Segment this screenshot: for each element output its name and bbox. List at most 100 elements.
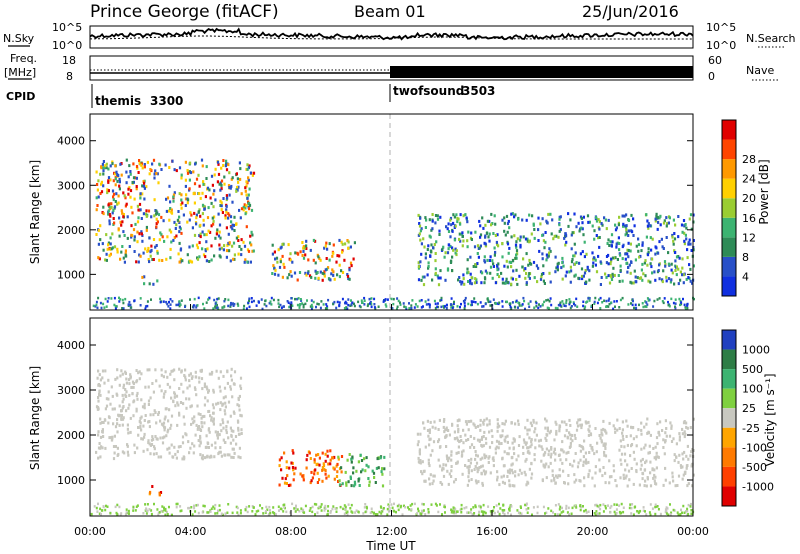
vel-cells-cell: [643, 425, 646, 429]
vel-cells-cell: [604, 442, 607, 446]
vel-cells-cell: [381, 484, 385, 488]
power-cells-cell: [667, 262, 670, 266]
vel-cells-cell: [640, 463, 643, 467]
vel-cells-cell: [167, 419, 170, 423]
power-cells-near-range-cell: [658, 297, 661, 300]
vel-cells-near-range-cell: [163, 506, 165, 509]
vel-cells-cell: [165, 434, 168, 438]
power-cells-cell: [328, 258, 331, 262]
vel-cells-cell: [584, 451, 587, 455]
vel-cells-near-range-cell: [212, 505, 215, 508]
vel-cells-near-range-cell: [682, 504, 685, 508]
power-cells-cell: [111, 246, 114, 250]
power-cells-near-range-cell: [680, 302, 683, 306]
power-cells-near-range-cell: [216, 306, 219, 309]
power-cells-cell: [678, 256, 681, 260]
power-cells-cell: [210, 244, 213, 248]
power-cells-cell: [486, 271, 489, 275]
power-cells-cell: [445, 225, 448, 229]
vel-cells-cell: [563, 481, 566, 484]
vel-cells-cell: [166, 382, 169, 386]
vel-cells-cell: [215, 369, 218, 373]
vel-cells-near-range-cell: [669, 513, 672, 516]
power-cells-cell: [245, 184, 248, 188]
power-cells-cell: [99, 192, 102, 195]
power-cells-cell: [421, 275, 424, 279]
vel-cells-cell: [428, 464, 431, 468]
power-cells-cell: [97, 179, 100, 183]
vel-cells-near-range-cell: [532, 506, 535, 509]
vel-cells-cell: [524, 442, 527, 446]
power-cells-near-range-cell: [615, 300, 618, 303]
vel-cells-near-range-cell: [257, 509, 260, 513]
vel-cells-cell: [691, 448, 694, 451]
vel-cells-cell: [478, 439, 481, 443]
vel-cells-near-range-cell: [664, 510, 667, 514]
power-cells-cell: [113, 245, 117, 249]
vel-cells-cell: [447, 429, 450, 432]
power-cells-cell: [611, 240, 614, 244]
power-cells-cell: [682, 281, 685, 285]
power-cells-near-range-cell: [556, 307, 559, 310]
vel-cells-cell: [291, 449, 294, 453]
vel-cells-near-range-cell: [498, 502, 500, 506]
power-cells-near-range-cell: [193, 297, 196, 301]
power-cells-cell: [118, 234, 121, 238]
power-cells-near-range-cell: [96, 306, 99, 310]
vel-cells-cell: [569, 462, 572, 466]
vel-cells-near-range-cell: [191, 513, 194, 516]
vel-cells-cell: [278, 464, 281, 468]
vel-cells-near-range-cell: [517, 511, 520, 514]
power-cells-cell: [670, 268, 673, 272]
vel-cells-cell: [456, 436, 459, 440]
vel-cells-near-range-cell: [495, 504, 498, 507]
power-cells-cell: [177, 252, 180, 256]
power-cells-cell: [204, 249, 207, 253]
power-cells-cell: [122, 215, 125, 219]
power-cells-near-range-cell: [436, 305, 439, 309]
power-cells-cell: [672, 242, 675, 246]
power-cells-cell: [220, 183, 223, 187]
vel-cells-cell: [214, 441, 217, 445]
power-cells-near-range-cell: [554, 306, 557, 310]
power-cells-cell: [227, 212, 230, 216]
power-cells-near-range-cell: [265, 304, 268, 308]
power-cells-cell: [181, 201, 184, 205]
power-cells-near-range-cell: [344, 300, 347, 304]
nsky-label: N.Sky: [3, 32, 35, 45]
power-cells-cell: [238, 208, 241, 212]
power-cells-cell: [296, 278, 299, 282]
power-cells-cell: [281, 275, 284, 279]
vel-cells-cell: [473, 436, 476, 440]
power-cells-cell: [501, 281, 504, 285]
power-cells-cell: [214, 198, 217, 202]
power-cells-cell: [624, 257, 627, 261]
vel-cells-near-range-cell: [559, 505, 562, 509]
vel-cells-cell: [120, 409, 123, 413]
power-colorbar-tick: 4: [742, 270, 749, 283]
power-cells-cell: [235, 189, 238, 193]
power-cells-near-range-cell: [242, 307, 245, 311]
colorbar-segment: [722, 198, 736, 218]
vel-cells-cell: [98, 373, 101, 377]
vel-cells-cell: [677, 460, 680, 464]
vel-cells-cell: [534, 438, 537, 442]
power-cells-near-range-cell: [122, 307, 125, 310]
power-cells-cell: [525, 282, 528, 286]
power-cells-cell: [525, 218, 528, 222]
power-cells-near-range-cell: [573, 302, 575, 306]
power-cells-near-range-cell: [662, 301, 665, 305]
vel-cells-cell: [337, 480, 340, 483]
power-cells-cell: [505, 277, 508, 281]
power-cells-cell: [203, 205, 206, 209]
power-cells-cell: [132, 176, 136, 180]
power-cells-cell: [151, 258, 154, 261]
vel-cells-cell: [565, 428, 568, 432]
power-cells-cell: [498, 275, 501, 279]
power-cells-near-range-cell: [411, 299, 414, 302]
vel-cells-cell: [538, 444, 541, 448]
nave-label: Nave: [746, 64, 774, 77]
vel-cells-cell: [139, 421, 142, 425]
power-cells-cell: [657, 269, 660, 272]
vel-cells-cell: [479, 457, 482, 461]
